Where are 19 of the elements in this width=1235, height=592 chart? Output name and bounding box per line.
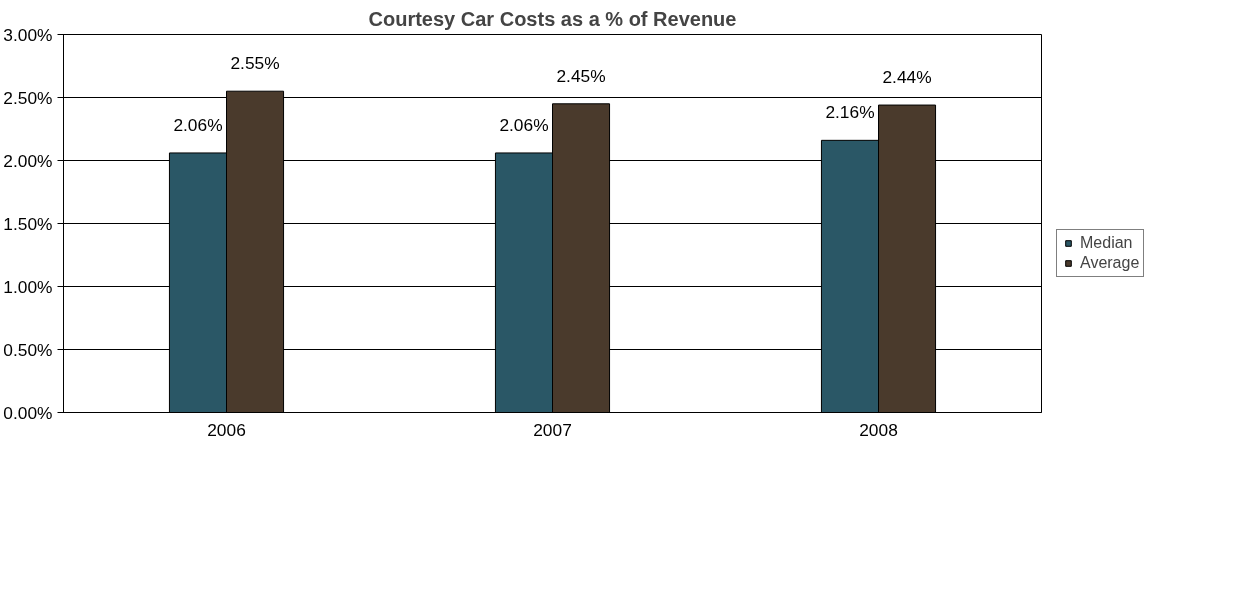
x-tick-label: 2008 xyxy=(859,419,898,440)
y-tick-label: 3.00% xyxy=(3,24,53,45)
y-tick-label: 0.50% xyxy=(3,339,53,360)
data-label: 2.44% xyxy=(882,67,932,88)
y-tick-label: 0.00% xyxy=(3,402,53,423)
y-tick-label: 1.50% xyxy=(3,213,53,234)
data-label: 2.06% xyxy=(173,114,223,135)
y-tick-label: 2.00% xyxy=(3,150,53,171)
chart-title: Courtesy Car Costs as a % of Revenue xyxy=(368,7,737,30)
legend-label: Average xyxy=(1080,254,1140,272)
y-tick-label: 2.50% xyxy=(3,87,53,108)
y-tick-label: 1.00% xyxy=(3,276,53,297)
data-label: 2.16% xyxy=(825,102,875,123)
data-label: 2.06% xyxy=(499,114,549,135)
x-tick-label: 2006 xyxy=(207,419,246,440)
x-tick-label: 2007 xyxy=(533,419,572,440)
data-label: 2.55% xyxy=(230,53,280,74)
legend-label: Median xyxy=(1080,234,1133,252)
data-label: 2.45% xyxy=(556,65,606,86)
